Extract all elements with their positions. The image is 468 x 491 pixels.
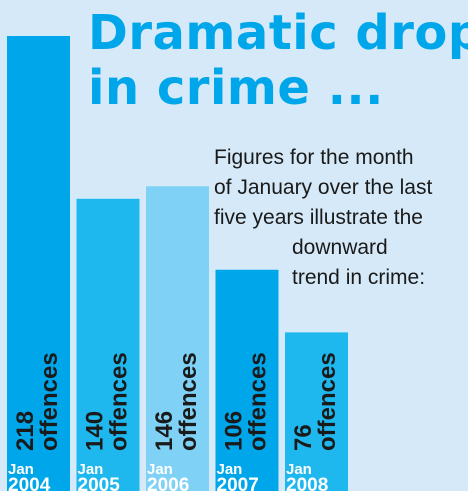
chart-title: Dramatic drop in crime ... [88, 6, 468, 116]
bar-value-label: 218offences [12, 352, 63, 451]
bar-value-label: 146offences [151, 352, 202, 451]
title-line-1: Dramatic drop [88, 5, 468, 61]
category-label-year: 2005 [78, 475, 121, 491]
bar [285, 332, 348, 491]
bar [76, 198, 140, 491]
category-label-month: Jan [8, 461, 34, 478]
category-label-month: Jan [147, 461, 173, 478]
bar-value-label: 76offences [290, 352, 341, 451]
caption-line-2: of January over the last [214, 176, 433, 199]
category-label-month: Jan [217, 461, 243, 478]
category-label-year: 2008 [286, 475, 328, 491]
category-label-year: 2006 [147, 475, 189, 491]
bar [146, 186, 209, 491]
category-label-year: 2007 [217, 475, 259, 491]
title-line-2: in crime ... [88, 60, 384, 116]
bar [7, 36, 70, 491]
bar [215, 269, 279, 491]
bar-value-label: 106offences [221, 352, 272, 451]
caption-line-1: Figures for the month [214, 146, 414, 169]
caption-line-5: trend in crime: [292, 266, 426, 289]
bar-value-label: 140offences [82, 352, 133, 451]
category-label-month: Jan [78, 461, 104, 478]
category-label-year: 2004 [8, 475, 51, 491]
caption-line-3: five years illustrate the [214, 206, 423, 229]
caption-line-4: downward [292, 236, 388, 259]
category-label-month: Jan [286, 461, 312, 478]
